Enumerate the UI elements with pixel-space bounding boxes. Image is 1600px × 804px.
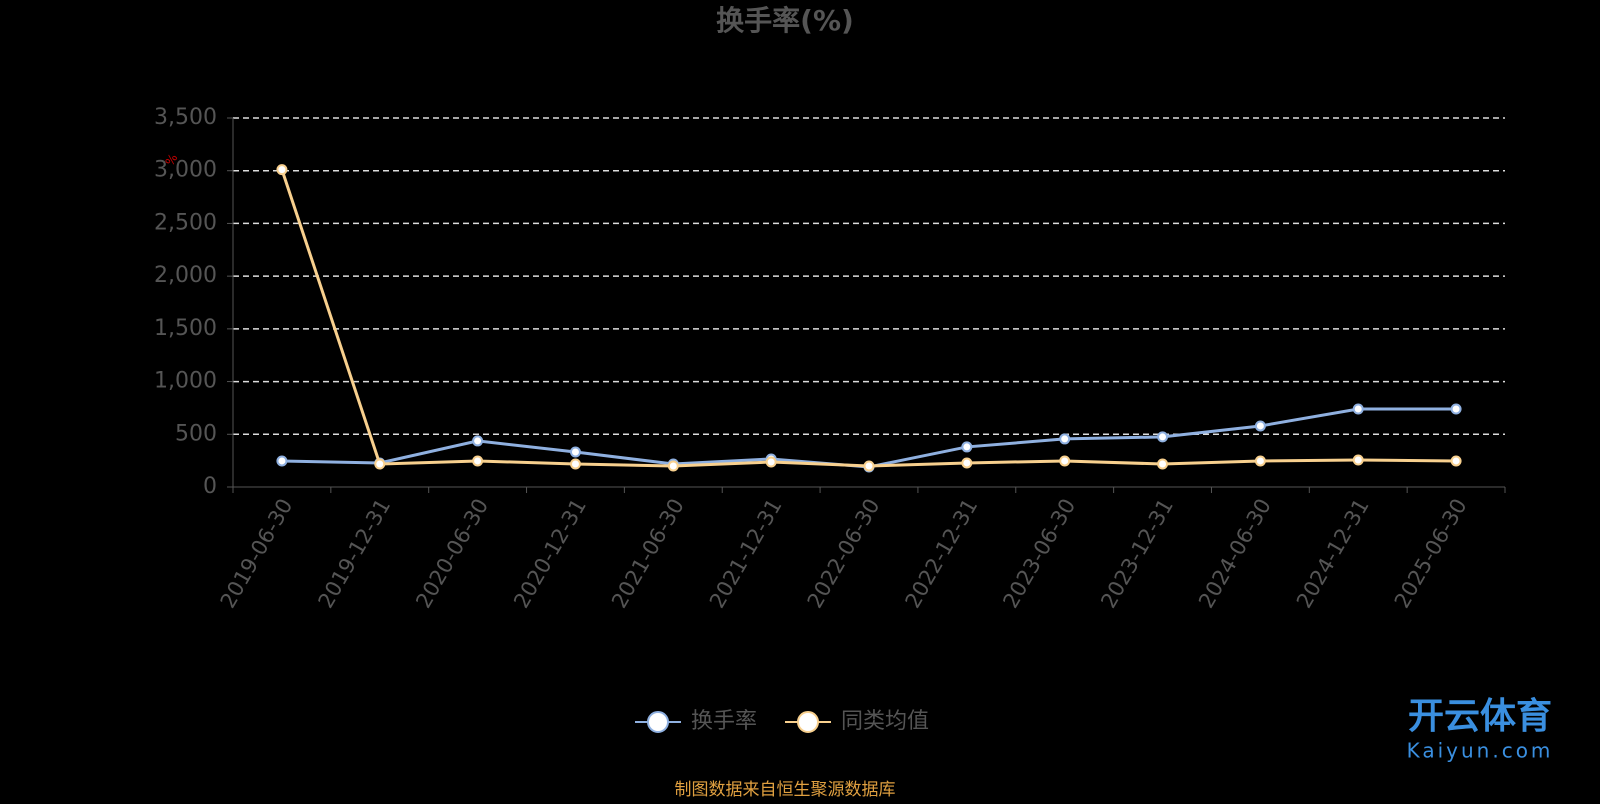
data-point <box>1157 431 1169 443</box>
data-point <box>863 460 875 472</box>
x-tick-label: 2024-12-31 <box>1292 495 1374 613</box>
x-tick-label: 2024-06-30 <box>1194 495 1276 613</box>
data-point <box>472 455 484 467</box>
data-point <box>1254 455 1266 467</box>
data-point <box>472 435 484 447</box>
y-tick-label: 3,500 <box>154 105 217 130</box>
watermark-site: Kaiyun.com <box>1407 739 1554 763</box>
data-point <box>765 456 777 468</box>
x-tick-label: 2023-12-31 <box>1096 495 1178 613</box>
x-tick-label: 2021-06-30 <box>607 495 689 613</box>
data-point <box>374 458 386 470</box>
legend-marker <box>647 711 669 733</box>
y-tick-label: 0 <box>203 474 217 499</box>
x-tick-label: 2022-06-30 <box>803 495 885 613</box>
data-point <box>569 458 581 470</box>
data-point <box>1157 458 1169 470</box>
y-tick-label: 2,000 <box>154 263 217 288</box>
data-point <box>961 457 973 469</box>
y-tick-label: 2,500 <box>154 210 217 235</box>
data-point <box>1352 403 1364 415</box>
data-point <box>1352 454 1364 466</box>
source-note: 制图数据来自恒生聚源数据库 <box>675 780 896 800</box>
watermark-brand: 开云体育 <box>1408 696 1552 737</box>
data-point <box>1059 455 1071 467</box>
x-tick-label: 2020-12-31 <box>509 495 591 613</box>
y-tick-label: 1,000 <box>154 369 217 394</box>
x-tick-label: 2022-12-31 <box>901 495 983 613</box>
x-tick-label: 2019-06-30 <box>216 495 298 613</box>
data-point <box>1450 403 1462 415</box>
data-point <box>961 441 973 453</box>
y-tick-label: 3,000 <box>154 158 217 183</box>
y-tick-label: 1,500 <box>154 316 217 341</box>
data-point <box>1450 455 1462 467</box>
y-tick-label: 500 <box>175 421 217 446</box>
legend-label: 同类均值 <box>841 709 929 734</box>
x-tick-label: 2025-06-30 <box>1390 495 1472 613</box>
data-point <box>276 455 288 467</box>
data-point <box>569 446 581 458</box>
series-line <box>281 407 1457 469</box>
x-tick-label: 2021-12-31 <box>705 495 787 613</box>
legend-label: 换手率 <box>691 709 757 734</box>
legend-marker <box>797 711 819 733</box>
x-tick-label: 2020-06-30 <box>411 494 493 612</box>
data-point <box>1254 420 1266 432</box>
chart-title: 换手率(%) <box>716 4 854 37</box>
data-point <box>1059 433 1071 445</box>
data-point <box>276 164 288 176</box>
data-point <box>667 460 679 472</box>
x-tick-label: 2019-12-31 <box>313 495 395 613</box>
x-tick-label: 2023-06-30 <box>998 495 1080 613</box>
